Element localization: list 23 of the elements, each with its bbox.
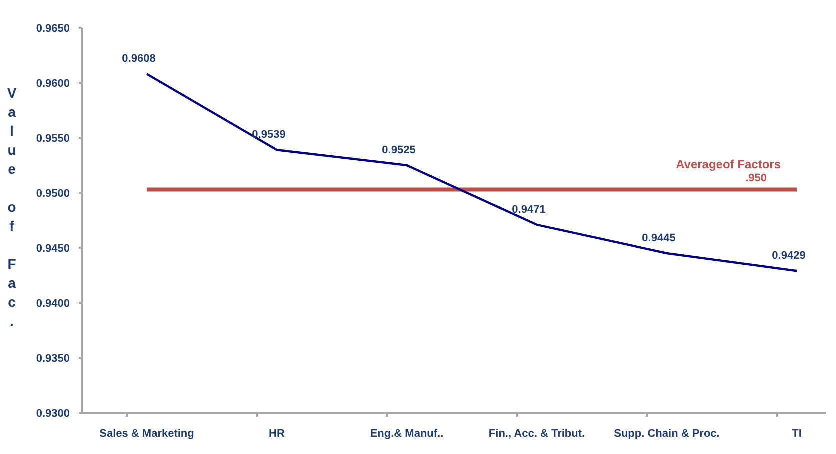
data-label: 0.9429 <box>772 250 806 262</box>
ref-line-label: .950 <box>746 172 767 185</box>
text: Value of Fac. <box>7 85 17 329</box>
x-tick-label: Supp. Chain & Proc. <box>614 428 720 440</box>
x-tick-label: HR <box>269 428 285 440</box>
y-tick-label: 0.9300 <box>36 408 70 420</box>
y-tick-label: 0.9550 <box>36 132 70 145</box>
data-label: 0.9539 <box>252 129 286 142</box>
x-tick-label: Eng.& Manuf.. <box>370 428 444 440</box>
y-tick-label: 0.9450 <box>36 242 70 255</box>
x-tick-label: Sales & Marketing <box>100 428 194 440</box>
data-label: 0.9445 <box>642 232 676 244</box>
y-tick-label: 0.9400 <box>36 298 70 310</box>
data-label: 0.9471 <box>512 204 546 216</box>
y-tick-label: 0.9650 <box>36 22 70 35</box>
y-tick-label: 0.9350 <box>36 352 70 365</box>
y-tick-label: 0.9600 <box>36 78 70 90</box>
x-tick-label: TI <box>792 428 802 440</box>
data-label: 0.9608 <box>122 53 156 66</box>
data-label: 0.9525 <box>382 144 416 156</box>
annotation: Averageof Factors <box>676 158 782 172</box>
x-tick-label: Fin., Acc. & Tribut. <box>488 428 586 440</box>
y-tick-label: 0.9500 <box>36 188 70 200</box>
